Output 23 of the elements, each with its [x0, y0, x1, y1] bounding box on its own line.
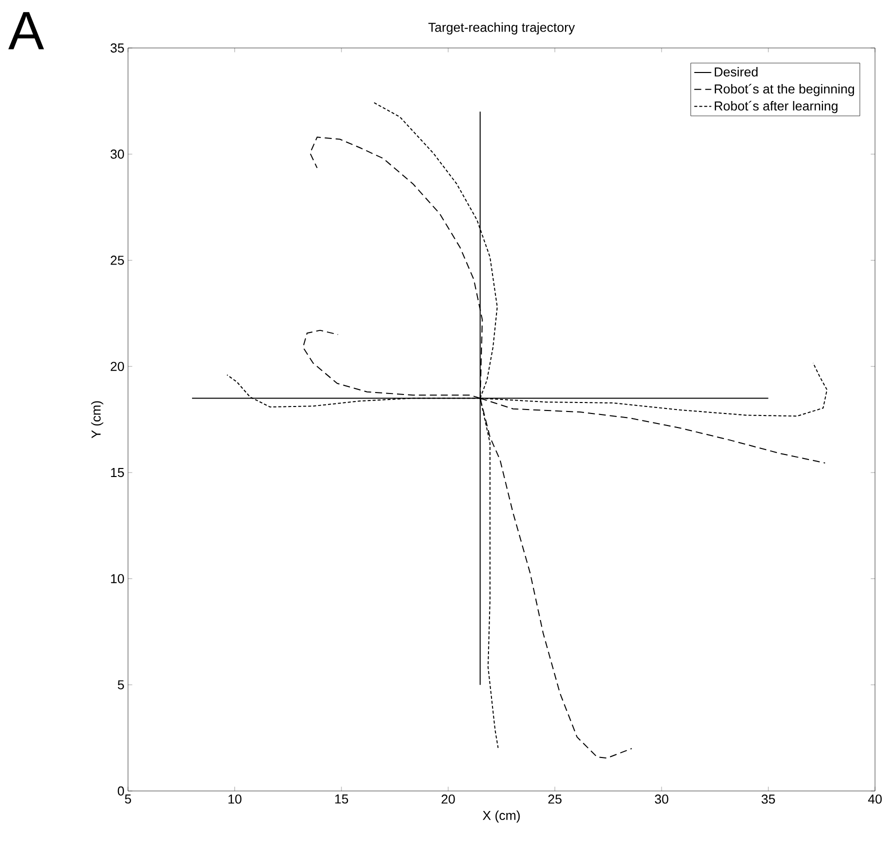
x-tick-label: 15	[335, 794, 348, 804]
y-tick-label: 25	[110, 256, 124, 265]
x-axis-title: X (cm)	[482, 810, 520, 823]
x-tick-label: 10	[228, 794, 242, 804]
x-tick-label: 5	[124, 794, 132, 804]
y-tick-label: 5	[118, 680, 124, 690]
y-tick-label: 35	[110, 43, 124, 53]
legend-label: Desired	[714, 67, 758, 77]
y-tick-label: 15	[111, 468, 124, 478]
x-tick-label: 40	[868, 794, 882, 804]
legend-label: Robot´s after learning	[714, 100, 838, 114]
x-tick-label: 20	[442, 794, 455, 804]
y-tick-label: 0	[118, 786, 124, 796]
y-axis-title: Y (cm)	[91, 401, 104, 438]
x-tick-label: 30	[654, 794, 668, 804]
x-tick-label: 25	[548, 794, 562, 804]
legend-label: Robot´s at the beginning	[714, 84, 854, 96]
y-tick-label: 10	[111, 574, 124, 584]
x-tick-label: 35	[762, 794, 775, 804]
y-tick-label: 30	[110, 150, 124, 159]
chart-title: Target-reaching trajectory	[428, 22, 575, 34]
y-tick-label: 20	[110, 362, 124, 371]
text: A	[8, 12, 44, 50]
